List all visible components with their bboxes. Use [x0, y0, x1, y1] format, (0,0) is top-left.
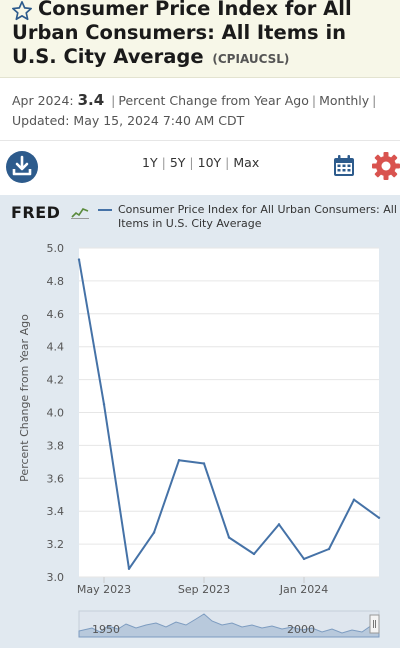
meta-separator: | [372, 93, 377, 108]
data-point[interactable] [352, 498, 356, 501]
series-points [77, 258, 381, 570]
title-block: Consumer Price Index for All Urban Consu… [0, 0, 400, 78]
divider [0, 140, 400, 141]
y-tick-label: 4.4 [47, 341, 65, 354]
y-tick-label: 3.8 [47, 439, 65, 452]
series-title-text: Consumer Price Index for All Urban Consu… [12, 0, 352, 68]
data-point[interactable] [202, 462, 206, 465]
range-separator: | [189, 155, 194, 170]
data-point[interactable] [152, 531, 156, 534]
fred-logo-chart-icon [71, 208, 89, 219]
navigator-label-2000: 2000 [287, 623, 315, 636]
x-tick-label: Sep 2023 [178, 583, 230, 596]
data-point[interactable] [102, 403, 106, 406]
gear-icon[interactable] [371, 151, 400, 181]
y-tick-label: 4.0 [47, 407, 65, 420]
legend-label: Consumer Price Index for All Urban Consu… [118, 203, 397, 230]
fred-logo: FRED [11, 203, 61, 222]
grid-lines [79, 247, 379, 578]
y-tick-labels: 3.0 3.2 3.4 3.6 3.8 4.0 4.2 4.4 4.6 4.8 5.0 [47, 242, 65, 584]
navigator-handle[interactable] [369, 614, 380, 634]
data-point[interactable] [77, 258, 81, 261]
line-chart[interactable]: 3.0 3.2 3.4 3.6 3.8 4.0 4.2 4.4 4.6 4.8 5.0 May 20… [0, 195, 400, 648]
x-tick-label: May 2023 [77, 583, 131, 596]
series-meta: Apr 2024: 3.4 | Percent Change from Year … [12, 90, 388, 131]
data-point[interactable] [177, 459, 181, 462]
range-max[interactable]: Max [233, 155, 260, 170]
star-outline-icon[interactable] [10, 0, 34, 22]
data-point[interactable] [252, 552, 256, 556]
data-point[interactable] [277, 523, 281, 526]
observation-period: Apr 2024: [12, 93, 74, 108]
navigator-label-1950: 1950 [92, 623, 120, 636]
download-button[interactable] [6, 151, 38, 183]
data-point[interactable] [302, 557, 306, 561]
data-point[interactable] [327, 547, 331, 551]
calendar-icon[interactable] [332, 154, 356, 178]
y-axis-title: Percent Change from Year Ago [18, 314, 31, 482]
y-tick-label: 5.0 [47, 242, 65, 255]
meta-separator: | [311, 93, 317, 108]
series-title: Consumer Price Index for All Urban Consu… [12, 0, 396, 71]
date-range-links: 1Y | 5Y | 10Y | Max [142, 155, 259, 170]
range-separator: | [225, 155, 230, 170]
y-tick-label: 4.8 [47, 275, 65, 288]
y-tick-label: 4.2 [47, 374, 65, 387]
y-tick-label: 3.0 [47, 571, 65, 584]
range-separator: | [161, 155, 166, 170]
x-tick-label: Jan 2024 [279, 583, 328, 596]
y-tick-label: 3.2 [47, 538, 65, 551]
range-1y[interactable]: 1Y [142, 155, 158, 170]
y-tick-label: 4.6 [47, 308, 65, 321]
observation-value: 3.4 [77, 91, 105, 109]
data-point[interactable] [227, 536, 231, 539]
units-text: Percent Change from Year Ago [118, 93, 309, 108]
updated-value: May 15, 2024 7:40 AM CDT [73, 113, 245, 128]
range-10y[interactable]: 10Y [197, 155, 222, 170]
chart-toolbar: 1Y | 5Y | 10Y | Max [0, 141, 400, 193]
range-5y[interactable]: 5Y [169, 155, 186, 170]
y-tick-label: 3.4 [47, 505, 65, 518]
data-point[interactable] [127, 567, 131, 570]
series-id: (CPIAUCSL) [212, 52, 290, 66]
updated-label: Updated: [12, 113, 70, 128]
y-tick-label: 3.6 [47, 472, 65, 485]
download-icon [12, 155, 32, 176]
legend-swatch [98, 209, 112, 211]
meta-separator: | [111, 93, 116, 108]
x-tick-labels: May 2023 Sep 2023 Jan 2024 [77, 577, 328, 596]
navigator-series [78, 613, 380, 638]
frequency-text: Monthly [319, 93, 370, 108]
data-point[interactable] [377, 516, 381, 519]
